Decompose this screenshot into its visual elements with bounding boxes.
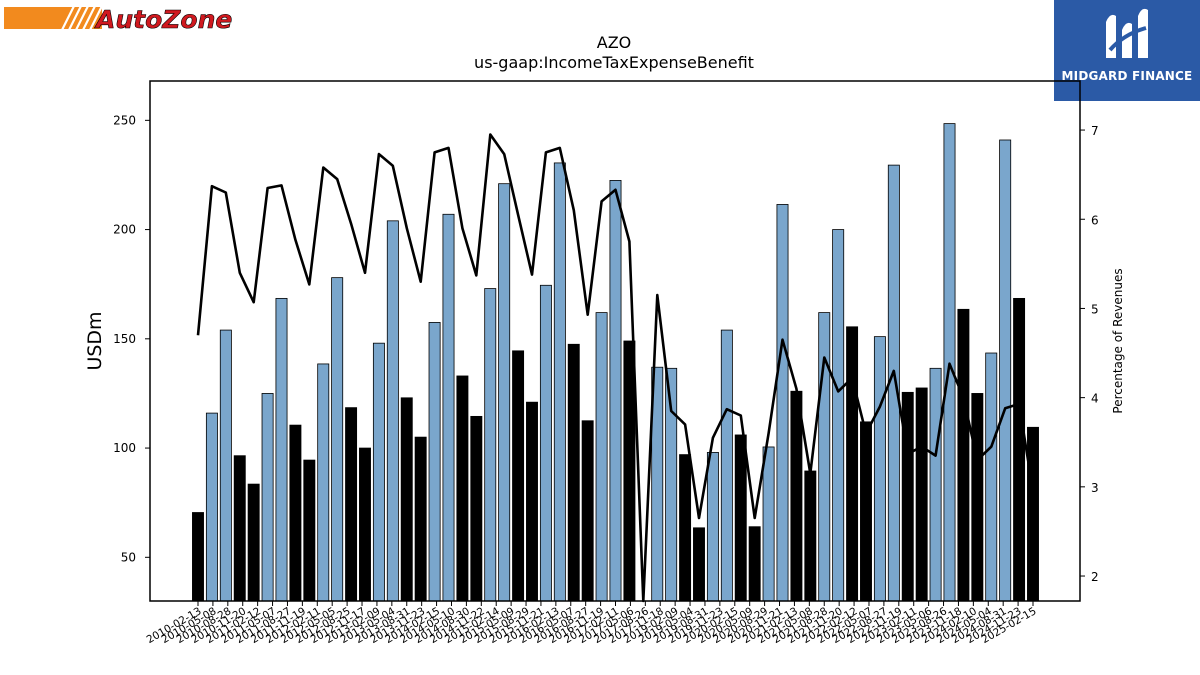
bar [414, 436, 427, 602]
y-right-tick-label: 6 [1091, 213, 1099, 227]
bar [303, 459, 316, 602]
bar [623, 340, 636, 602]
bar [512, 350, 525, 602]
midgard-logo-text: MIDGARD FINANCE [1061, 69, 1193, 83]
bar [679, 454, 692, 602]
bar [748, 526, 761, 602]
bar [372, 342, 385, 602]
bar [261, 393, 274, 602]
bar [790, 390, 803, 602]
bar [957, 308, 970, 602]
y-axis-right: 2 3 4 5 6 7 [1080, 124, 1099, 584]
y-tick-label: 50 [121, 550, 136, 564]
midgard-logo-mark [1106, 8, 1148, 58]
bar [706, 452, 719, 602]
y-tick-label: 100 [113, 441, 136, 455]
y-axis-label-right: Percentage of Revenues [1111, 268, 1125, 413]
x-axis: 2010-02-132010-05-082010-08-282010-11-20… [145, 601, 1039, 646]
bar [832, 229, 845, 602]
y-axis-label-left: USDm [84, 311, 106, 370]
line-layer [196, 133, 1035, 603]
bar [860, 421, 872, 602]
y-right-tick-label: 3 [1091, 481, 1099, 495]
y-tick-label: 150 [113, 332, 136, 346]
y-tick-label: 250 [113, 113, 136, 127]
bar [1013, 297, 1026, 602]
bar [776, 204, 789, 602]
chart-title: AZO [597, 33, 632, 52]
bar [400, 397, 413, 602]
bar [929, 367, 942, 602]
bars-group [192, 123, 1039, 602]
bar [943, 123, 956, 602]
autozone-logo-text: AutoZone [94, 5, 232, 34]
y-right-tick-label: 5 [1091, 302, 1099, 316]
bar [484, 288, 497, 602]
bar [205, 412, 218, 602]
y-axis-left: 50 100 150 200 250 [113, 113, 150, 564]
bar [247, 483, 260, 602]
bar [386, 220, 399, 602]
y-tick-label: 200 [113, 223, 136, 237]
bar [804, 470, 817, 602]
bar [762, 446, 775, 602]
bar [818, 312, 831, 602]
bar [581, 420, 594, 602]
y-right-tick-label: 2 [1091, 570, 1099, 584]
y-right-tick-label: 7 [1091, 124, 1099, 138]
bar [233, 455, 246, 602]
bar [456, 375, 469, 602]
bar [192, 512, 204, 602]
bar [539, 284, 552, 602]
bar [317, 363, 330, 602]
bar [985, 352, 998, 602]
chart-subtitle: us-gaap:IncomeTaxExpenseBenefit [474, 53, 754, 72]
bar [915, 387, 928, 602]
bar [470, 415, 483, 602]
bar [498, 183, 511, 602]
bar [1027, 426, 1039, 602]
bar [734, 434, 747, 602]
bar [289, 424, 302, 602]
logo-stripes [61, 5, 103, 31]
bar [971, 393, 984, 602]
autozone-logo: AutoZone [4, 4, 234, 34]
bar [275, 297, 288, 602]
bar [999, 139, 1012, 602]
bar [331, 277, 344, 602]
bar [345, 407, 358, 602]
bar [553, 162, 566, 602]
bar [359, 447, 371, 602]
bar [720, 329, 733, 602]
autozone-logo-graphic: AutoZone [4, 5, 233, 34]
midgard-finance-logo: MIDGARD FINANCE [1054, 0, 1200, 101]
bar [873, 336, 886, 602]
bar [428, 322, 441, 602]
bar [219, 329, 232, 602]
bar [609, 180, 622, 602]
percentage-line [196, 133, 1035, 603]
bar [526, 401, 538, 602]
bar [595, 312, 608, 602]
bar [846, 326, 859, 602]
bar [567, 343, 580, 602]
bar [693, 527, 705, 602]
y-right-tick-label: 4 [1091, 392, 1099, 406]
bar [442, 213, 455, 602]
